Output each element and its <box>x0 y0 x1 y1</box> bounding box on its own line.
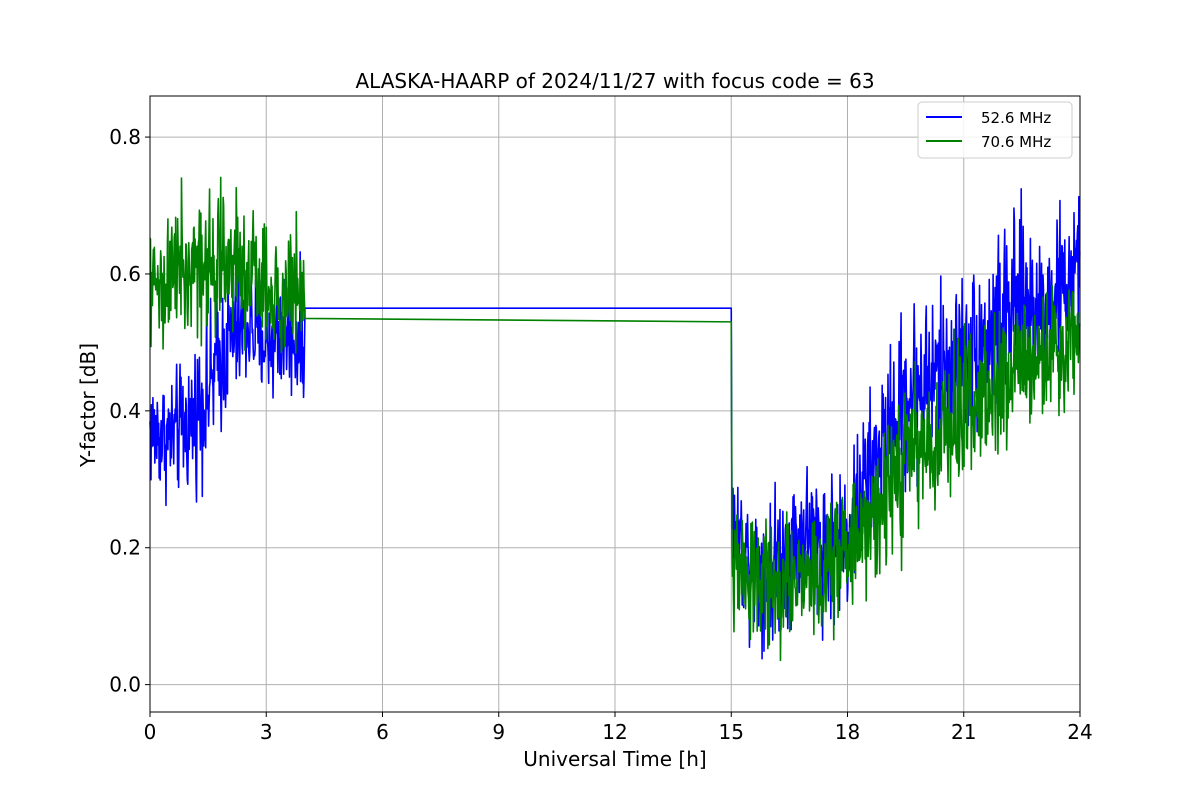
x-tick-label: 3 <box>260 720 273 744</box>
x-tick-label: 0 <box>144 720 157 744</box>
x-tick-label: 9 <box>492 720 505 744</box>
y-tick-label: 0.2 <box>109 536 141 560</box>
y-tick-label: 0.8 <box>109 125 141 149</box>
legend: 52.6 MHz 70.6 MHz <box>917 101 1073 159</box>
x-tick-label: 6 <box>376 720 389 744</box>
legend-label-52-6: 52.6 MHz <box>981 109 1051 127</box>
x-tick-label: 21 <box>951 720 976 744</box>
legend-label-70-6: 70.6 MHz <box>981 133 1051 151</box>
series-line-52-6-mhz <box>149 187 1081 660</box>
plot-area <box>149 176 1081 662</box>
y-tick-label: 0.4 <box>109 399 141 423</box>
ticks: 0 3 6 9 12 15 18 21 24 0.0 0.2 0.4 0.6 0.8 <box>109 125 1093 744</box>
series-line-70-6-mhz <box>149 176 1081 662</box>
chart-title: ALASKA-HAARP of 2024/11/27 with focus co… <box>355 69 874 93</box>
y-tick-label: 0.6 <box>109 262 141 286</box>
x-tick-label: 15 <box>719 720 744 744</box>
x-tick-label: 12 <box>602 720 627 744</box>
y-axis-label: Y-factor [dB] <box>76 343 100 468</box>
x-tick-label: 18 <box>835 720 860 744</box>
x-axis-label: Universal Time [h] <box>523 747 706 771</box>
y-tick-label: 0.0 <box>109 673 141 697</box>
x-tick-label: 24 <box>1067 720 1092 744</box>
